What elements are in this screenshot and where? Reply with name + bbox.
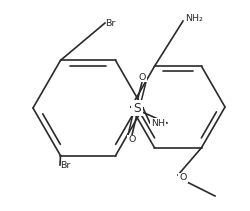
Text: Br: Br [105,19,116,27]
Text: S: S [133,101,141,115]
Text: O: O [128,135,136,145]
Text: Br: Br [60,161,70,169]
Text: NH₂: NH₂ [185,14,203,23]
Text: NH: NH [151,119,165,127]
Text: O: O [179,173,187,183]
Text: O: O [138,73,146,81]
